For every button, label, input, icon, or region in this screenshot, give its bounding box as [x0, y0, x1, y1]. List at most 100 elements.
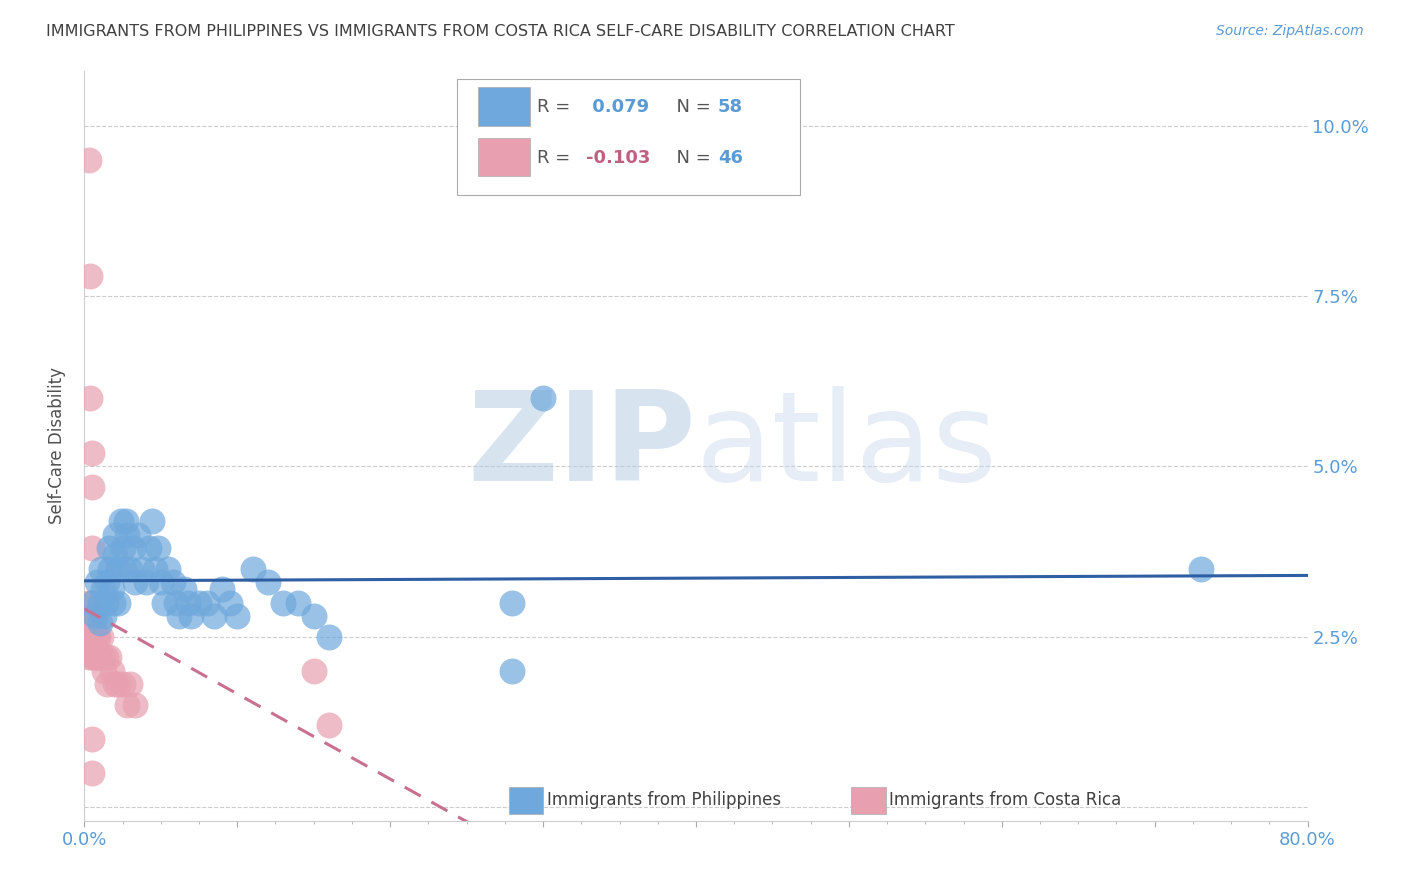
Point: [302, 609, 325, 624]
Point: [97, 541, 120, 556]
Text: R =: R =: [537, 98, 576, 116]
Point: [115, 698, 138, 712]
Point: [80, 766, 103, 780]
Point: [202, 609, 225, 624]
Point: [86, 630, 108, 644]
Point: [146, 541, 169, 556]
Point: [502, 664, 524, 678]
Point: [502, 596, 524, 610]
Point: [112, 561, 135, 575]
Text: Immigrants from Philippines: Immigrants from Philippines: [547, 791, 780, 809]
Point: [177, 596, 200, 610]
Point: [87, 630, 110, 644]
Text: IMMIGRANTS FROM PHILIPPINES VS IMMIGRANTS FROM COSTA RICA SELF-CARE DISABILITY C: IMMIGRANTS FROM PHILIPPINES VS IMMIGRANT…: [46, 24, 955, 39]
FancyBboxPatch shape: [851, 787, 886, 814]
Point: [120, 561, 142, 575]
Point: [104, 677, 127, 691]
Point: [89, 616, 111, 631]
Point: [83, 650, 105, 665]
Point: [79, 596, 101, 610]
Point: [93, 609, 115, 624]
Text: R =: R =: [537, 149, 576, 167]
Text: 0.079: 0.079: [586, 98, 650, 116]
Point: [77, 609, 100, 624]
Point: [162, 575, 184, 590]
Point: [96, 575, 118, 590]
Point: [80, 541, 103, 556]
Point: [83, 630, 105, 644]
Point: [79, 630, 101, 644]
Point: [107, 677, 129, 691]
Point: [195, 596, 218, 610]
Point: [271, 596, 294, 610]
Point: [531, 392, 554, 406]
Point: [98, 561, 121, 575]
Point: [94, 596, 117, 610]
Point: [302, 664, 325, 678]
Point: [76, 630, 98, 644]
Point: [157, 561, 180, 575]
Point: [80, 630, 103, 644]
Text: ZIP: ZIP: [467, 385, 696, 507]
Point: [180, 609, 202, 624]
Point: [104, 527, 127, 541]
Point: [114, 514, 136, 528]
Text: 46: 46: [718, 149, 742, 167]
Point: [107, 561, 129, 575]
Text: atlas: atlas: [696, 385, 998, 507]
Point: [79, 392, 101, 406]
Point: [103, 596, 125, 610]
Point: [318, 718, 340, 732]
Point: [80, 630, 103, 644]
FancyBboxPatch shape: [478, 87, 530, 126]
Text: -0.103: -0.103: [586, 149, 650, 167]
Point: [287, 596, 309, 610]
Point: [80, 596, 103, 610]
Point: [122, 541, 145, 556]
Point: [90, 630, 112, 644]
Point: [149, 575, 172, 590]
Point: [84, 630, 107, 644]
Point: [111, 677, 134, 691]
Point: [83, 616, 105, 631]
Point: [77, 153, 100, 167]
Point: [188, 596, 211, 610]
Point: [79, 268, 101, 283]
Point: [143, 561, 166, 575]
Point: [91, 582, 114, 596]
Point: [104, 548, 127, 562]
Point: [93, 664, 115, 678]
Point: [138, 541, 160, 556]
Point: [91, 650, 114, 665]
Point: [84, 609, 107, 624]
Point: [86, 575, 108, 590]
Point: [115, 527, 138, 541]
Point: [165, 596, 187, 610]
Point: [97, 650, 120, 665]
Text: 58: 58: [718, 98, 744, 116]
Point: [96, 677, 118, 691]
Point: [153, 596, 176, 610]
Point: [135, 575, 157, 590]
FancyBboxPatch shape: [509, 787, 543, 814]
Point: [77, 650, 100, 665]
Point: [77, 596, 100, 610]
Y-axis label: Self-Care Disability: Self-Care Disability: [48, 368, 66, 524]
Point: [110, 514, 132, 528]
Point: [1189, 561, 1212, 575]
Point: [211, 582, 233, 596]
FancyBboxPatch shape: [457, 78, 800, 195]
Point: [124, 575, 146, 590]
Point: [167, 609, 190, 624]
Point: [80, 609, 103, 624]
Point: [86, 650, 108, 665]
Point: [127, 527, 149, 541]
Point: [124, 698, 146, 712]
Text: N =: N =: [665, 149, 717, 167]
Point: [173, 582, 195, 596]
Point: [94, 650, 117, 665]
Point: [120, 677, 142, 691]
Point: [80, 650, 103, 665]
Point: [131, 561, 153, 575]
Point: [89, 650, 111, 665]
